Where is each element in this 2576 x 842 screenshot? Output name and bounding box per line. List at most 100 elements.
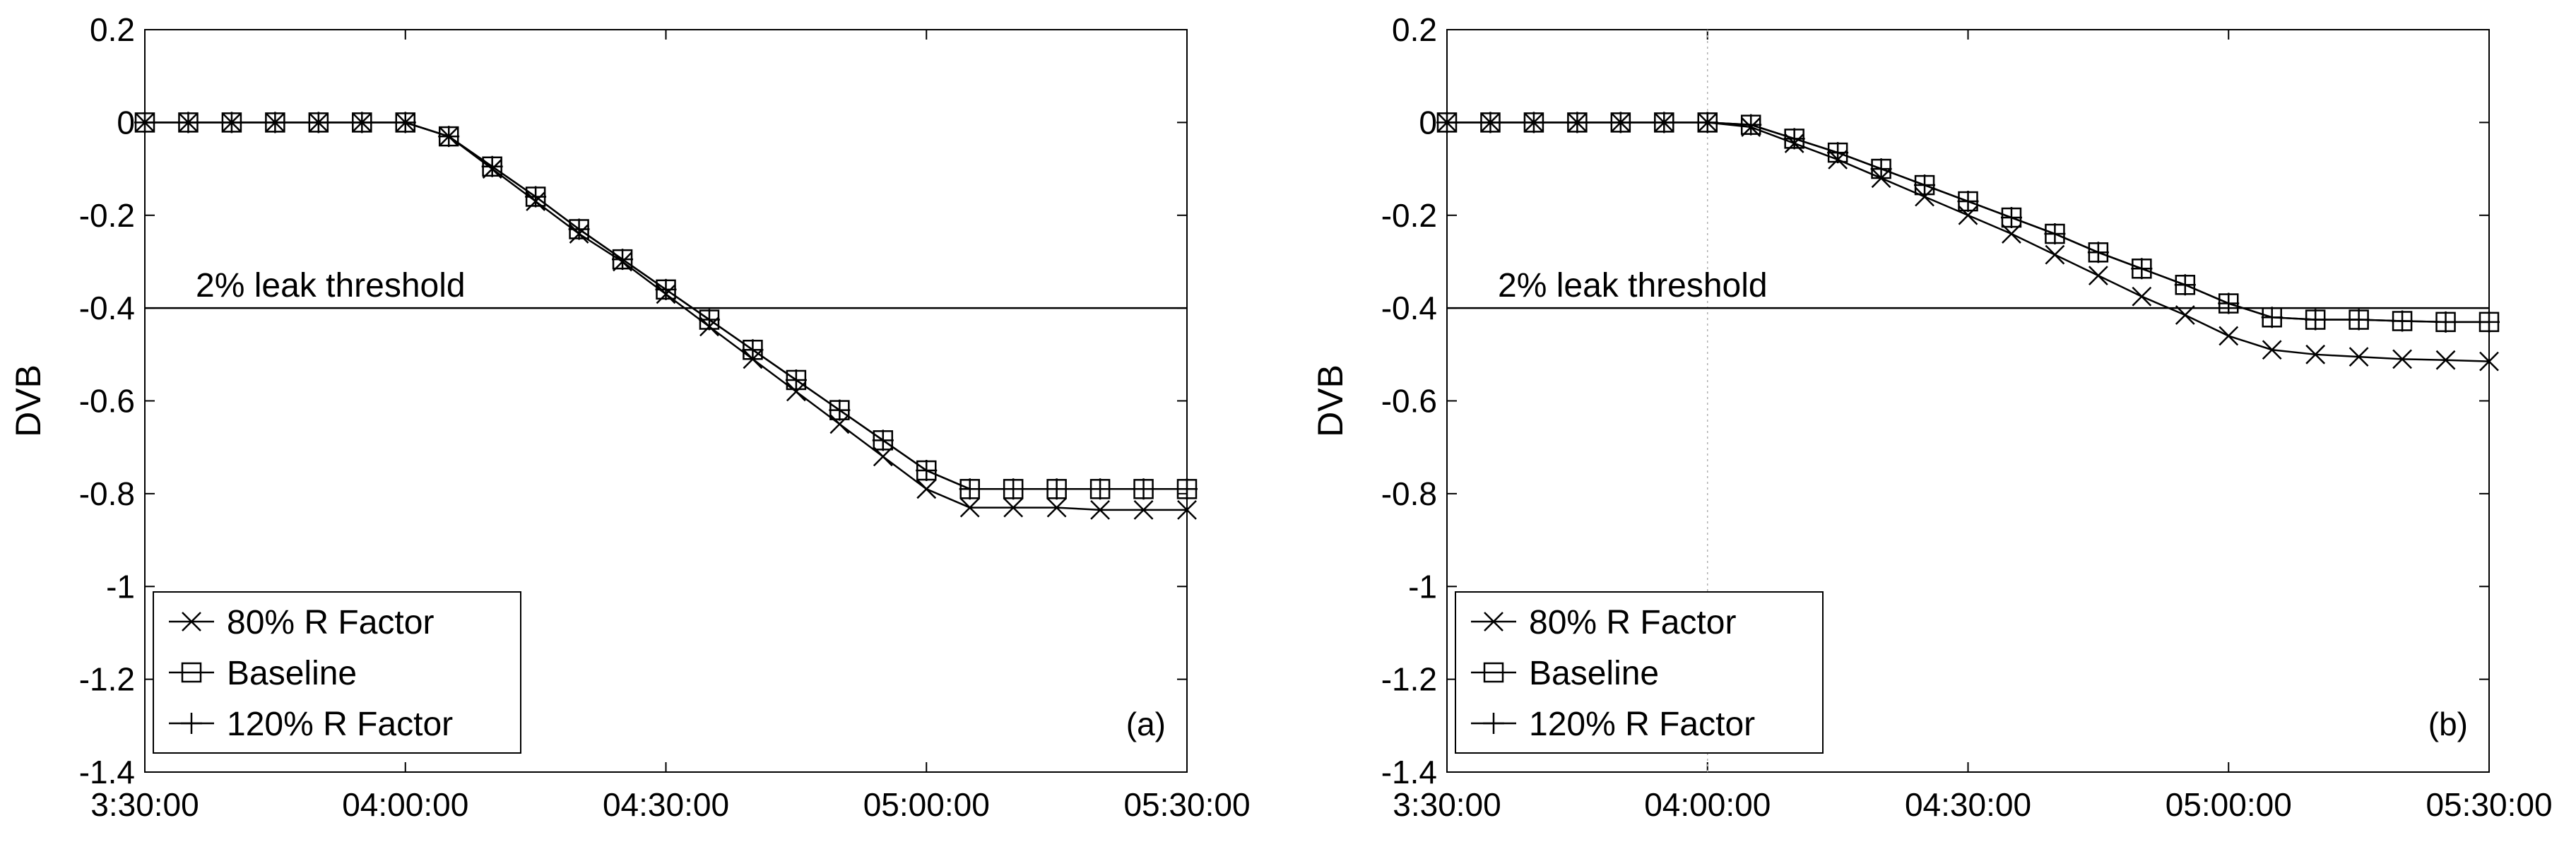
series-line	[145, 121, 1187, 490]
data-point-x	[2175, 305, 2195, 325]
data-point-square	[2305, 309, 2326, 330]
data-point-square	[2392, 311, 2413, 331]
chart-panel-a: 0.2 0 -0.2 -0.4 -0.6 -0.8 -1 -1.2 -1.43:30:00 04:…	[8, 11, 1251, 823]
legend-marker-x	[1484, 612, 1503, 632]
data-point-x	[2435, 350, 2456, 370]
data-point-square	[1784, 129, 1804, 149]
data-point-x	[526, 191, 546, 211]
data-point-square	[2348, 309, 2369, 330]
series-line	[145, 121, 1187, 511]
data-point-x	[178, 112, 199, 133]
data-point-x	[1958, 205, 1978, 225]
y-tick-label: -0.8	[1381, 475, 1437, 512]
y-tick-label: -1	[106, 568, 135, 605]
data-point-x	[395, 112, 415, 133]
legend-item: 120% R Factor	[1471, 706, 1755, 743]
legend-item: Baseline	[169, 655, 357, 692]
data-point-x	[1133, 499, 1154, 520]
data-point-x	[482, 159, 502, 179]
data-point-square	[1827, 142, 1848, 163]
legend-marker-square	[1483, 662, 1504, 683]
data-point-square	[1740, 114, 1761, 135]
data-point-square	[2175, 275, 2196, 295]
data-point-x	[829, 414, 850, 434]
y-tick-label: -0.4	[1381, 290, 1437, 326]
data-point-x	[1480, 112, 1501, 133]
legend-label: 80% R Factor	[1529, 604, 1736, 641]
data-point-x	[1697, 112, 1718, 133]
data-point-square	[656, 279, 676, 300]
data-point-x	[1046, 497, 1067, 518]
data-point-x	[439, 126, 459, 146]
y-axis-label: DVB	[8, 364, 48, 437]
y-tick-label: 0	[1419, 104, 1437, 141]
y-tick-label: -0.2	[1381, 197, 1437, 234]
data-point-x	[1567, 112, 1588, 133]
legend: 80% R Factor Baseline 120% R Factor	[1455, 591, 1824, 754]
x-tick-label: 3:30:00	[1393, 786, 1501, 823]
data-point-square	[1958, 191, 1978, 212]
data-point-x	[2305, 344, 2326, 364]
y-tick-label: -1.2	[79, 661, 135, 698]
legend-label: Baseline	[227, 655, 357, 692]
data-point-x	[786, 381, 806, 402]
series-x	[135, 112, 1197, 520]
data-point-x	[2218, 326, 2239, 346]
data-point-square	[2045, 223, 2065, 244]
data-point-x	[1871, 168, 1891, 189]
series-line	[1447, 121, 2490, 362]
x-tick-label: 05:00:00	[2166, 786, 2292, 823]
legend-marker-plus	[181, 713, 202, 734]
data-point-x	[959, 497, 980, 518]
legend-label: Baseline	[1529, 655, 1659, 692]
data-point-x	[2088, 266, 2108, 286]
series-plus	[134, 112, 1198, 500]
legend-marker-square	[181, 662, 202, 683]
legend-marker-plus	[1483, 713, 1504, 734]
y-tick-label: -0.6	[79, 383, 135, 420]
legend-item: 80% R Factor	[169, 604, 434, 641]
data-point-square	[1003, 479, 1024, 499]
y-tick-label: -1.4	[1381, 754, 1437, 790]
legend-item: Baseline	[1471, 655, 1659, 692]
data-point-x	[656, 284, 676, 304]
data-point-square	[438, 126, 459, 147]
data-point-x	[2045, 244, 2065, 265]
data-point-x	[2392, 349, 2412, 369]
data-point-x	[265, 112, 285, 133]
x-tick-label: 04:00:00	[342, 786, 468, 823]
data-point-x	[916, 479, 937, 499]
data-point-square	[569, 219, 589, 239]
legend: 80% R Factor Baseline 120% R Factor	[153, 591, 521, 754]
legend-item: 80% R Factor	[1471, 604, 1736, 641]
data-point-x	[135, 112, 155, 133]
data-point-x	[2479, 351, 2499, 372]
series-x	[1437, 112, 2499, 372]
chart-panel-b: 0.2 0 -0.2 -0.4 -0.6 -0.8 -1 -1.2 -1.43:30:00 04:…	[1311, 11, 2553, 823]
data-point-square	[612, 249, 633, 270]
legend-label: 120% R Factor	[1529, 706, 1755, 743]
x-tick-label: 05:30:00	[1123, 786, 1250, 823]
data-point-square	[786, 369, 807, 391]
x-tick-label: 04:00:00	[1644, 786, 1771, 823]
data-point-square	[2218, 293, 2239, 314]
data-point-x	[2132, 286, 2152, 307]
y-tick-label: 0.2	[1392, 11, 1437, 48]
data-point-square	[1089, 479, 1111, 499]
y-tick-label: -1.4	[79, 754, 135, 790]
series-square	[134, 112, 1198, 499]
data-point-square	[916, 460, 937, 481]
data-point-square	[959, 479, 980, 499]
legend-marker-x	[182, 612, 201, 632]
y-tick-label: 0.2	[90, 11, 135, 48]
data-point-square	[2088, 242, 2109, 263]
data-point-square	[1176, 479, 1198, 499]
x-tick-label: 05:00:00	[863, 786, 990, 823]
data-point-x	[1610, 112, 1631, 133]
data-point-x	[2002, 224, 2021, 244]
data-point-square	[2132, 259, 2152, 279]
data-point-x	[1654, 112, 1674, 133]
y-tick-label: -1.2	[1381, 661, 1437, 698]
data-point-x	[1177, 499, 1197, 520]
